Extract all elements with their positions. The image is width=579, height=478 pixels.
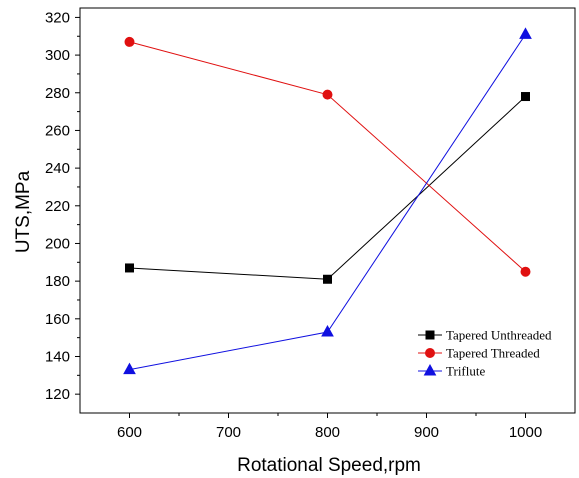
x-tick-label: 600 (117, 424, 142, 441)
y-tick-label: 120 (45, 386, 70, 403)
data-point-tapered-unthreaded (323, 274, 332, 284)
legend-label-triflute: Triflute (446, 364, 485, 379)
y-tick-label: 240 (45, 160, 70, 177)
legend-label-tapered-threaded: Tapered Threaded (446, 346, 540, 361)
x-tick-label: 900 (414, 424, 439, 441)
series-triflute (123, 27, 532, 375)
y-tick-label: 320 (45, 9, 70, 26)
x-tick-label: 1000 (509, 424, 542, 441)
legend: Tapered Unthreaded Tapered Threaded Triflu… (418, 328, 552, 379)
data-point-tapered-threaded (124, 36, 135, 47)
y-tick-label: 160 (45, 311, 70, 328)
y-tick-label: 220 (45, 198, 70, 215)
series-tapered-unthreaded (125, 92, 530, 284)
series-tapered-threaded (124, 36, 531, 277)
x-tick-label: 800 (315, 424, 340, 441)
legend-marker-triflute (423, 363, 437, 376)
x-tick-label: 700 (216, 424, 241, 441)
data-point-tapered-threaded (322, 89, 333, 100)
y-tick-label: 200 (45, 235, 70, 252)
y-axis-title: UTS,MPa (13, 170, 34, 253)
y-tick-label: 260 (45, 122, 70, 139)
y-axis-label: UTS,MPa (13, 170, 34, 253)
y-tick-label: 280 (45, 85, 70, 102)
data-point-triflute (123, 362, 136, 375)
data-point-tapered-unthreaded (125, 263, 134, 273)
series-line-tapered-threaded (129, 41, 526, 273)
y-tick-label: 180 (45, 273, 70, 290)
legend-marker-tapered-unthreaded (425, 330, 435, 340)
legend-label-tapered-unthreaded: Tapered Unthreaded (446, 328, 552, 343)
data-point-triflute (321, 324, 334, 337)
data-point-tapered-threaded (520, 266, 531, 277)
data-point-triflute (519, 27, 532, 39)
y-tick-label: 300 (45, 47, 70, 64)
x-axis-label: Rotational Speed,rpm (237, 455, 421, 476)
data-point-tapered-unthreaded (521, 92, 530, 102)
x-axis-title: Rotational Speed,rpm (237, 455, 421, 476)
legend-marker-tapered-threaded (425, 348, 435, 358)
y-tick-label: 140 (45, 348, 70, 365)
series-line-triflute (129, 34, 526, 371)
